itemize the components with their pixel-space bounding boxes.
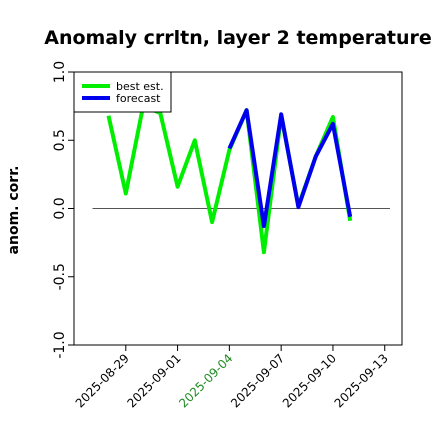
x-tick-label: 2025-09-13 (332, 351, 391, 410)
legend-label: best est. (116, 80, 164, 93)
x-tick-label: 2025-08-29 (73, 351, 132, 410)
x-tick-label: 2025-09-01 (124, 351, 183, 410)
x-tick-label: 2025-09-04 (176, 351, 235, 410)
series-line-0 (106, 104, 353, 255)
legend-box (73, 71, 172, 113)
x-tick-label: 2025-09-10 (280, 351, 339, 410)
y-tick-label: 0.5 (52, 129, 68, 151)
y-tick-label: 1.0 (52, 61, 68, 83)
legend: best est.forecast (73, 71, 172, 113)
legend-label: forecast (116, 92, 161, 105)
series-lines (106, 104, 353, 255)
y-tick-label: -1.0 (52, 331, 68, 358)
plot-frame (73, 71, 403, 346)
y-ticks: -1.0 -0.5 0.0 0.5 1.0 (52, 61, 74, 359)
y-tick-label: 0.0 (52, 197, 68, 219)
y-tick-label: -0.5 (52, 263, 68, 290)
x-ticks: 2025-08-292025-09-012025-09-042025-09-07… (73, 345, 391, 410)
x-tick-label: 2025-09-07 (228, 351, 287, 410)
series-line-1 (227, 108, 353, 229)
y-axis-label: anom. corr. (6, 166, 22, 255)
chart-title: Anomaly crrltn, layer 2 temperature (44, 27, 432, 49)
